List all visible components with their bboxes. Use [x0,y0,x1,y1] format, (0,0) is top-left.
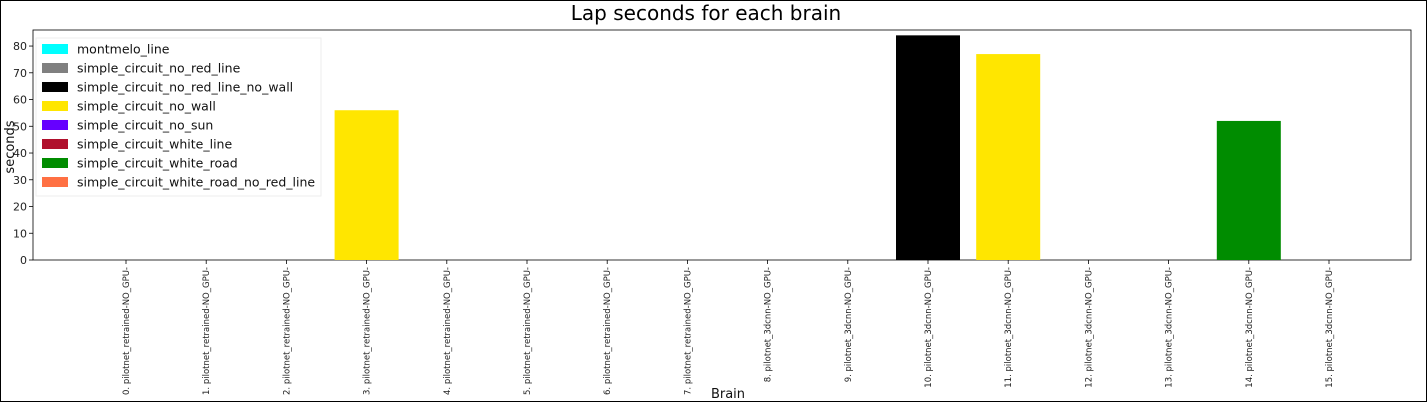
x-tick-label: 9. pilotnet_3dcnn-NO_GPU- [844,267,854,382]
legend: montmelo_line simple_circuit_no_red_lines… [35,37,322,197]
y-axis-label: seconds [3,120,18,173]
bar-simple_circuit_white_road-14 [1216,120,1281,260]
legend-label: simple_circuit_white_road [77,156,238,171]
legend-swatch [42,44,68,54]
x-tick-label: 10. pilotnet_3dcnn-NO_GPU- [924,267,934,388]
legend-swatch [42,82,68,92]
y-tick-label: 10 [13,227,27,240]
x-tick-label: 3. pilotnet_retrained-NO_GPU- [363,267,373,395]
x-tick-label: 14. pilotnet_3dcnn-NO_GPU- [1245,267,1255,388]
x-tick-label: 13. pilotnet_3dcnn-NO_GPU- [1165,267,1175,388]
x-tick-label: 0. pilotnet_retrained-NO_GPU- [122,267,132,395]
x-tick-label: 1. pilotnet_retrained-NO_GPU- [202,267,212,395]
x-axis-label: Brain [711,387,745,401]
legend-swatch [42,120,68,130]
bar-simple_circuit_no_wall-3 [334,110,399,260]
chart-title: Lap seconds for each brain [571,1,841,25]
legend-swatch [42,63,68,73]
bar-simple_circuit_no_wall-11 [976,54,1041,261]
x-tick-label: 15. pilotnet_3dcnn-NO_GPU- [1325,267,1335,388]
x-tick-label: 2. pilotnet_retrained-NO_GPU- [282,267,292,395]
legend-label: simple_circuit_no_sun [77,118,213,133]
x-tick-label: 12. pilotnet_3dcnn-NO_GPU- [1084,267,1094,388]
legend-label: simple_circuit_no_wall [77,99,216,114]
bar-simple_circuit_no_red_line_no_wall-10 [896,35,960,260]
y-tick-label: 40 [13,147,27,160]
legend-swatch [42,101,68,111]
x-axis: 0. pilotnet_retrained-NO_GPU- 1. pilotnet… [122,260,1335,395]
legend-box [35,37,322,197]
x-tick-label: 6. pilotnet_retrained-NO_GPU- [603,267,613,395]
y-axis: 0 10 20 30 40 50 60 70 80 [13,40,33,267]
y-tick-label: 50 [13,120,27,133]
bars [334,35,1281,261]
x-tick-label: 4. pilotnet_retrained-NO_GPU- [443,267,453,395]
legend-label: simple_circuit_white_line [77,137,232,152]
legend-label: simple_circuit_no_red_line [77,61,241,76]
y-tick-label: 70 [13,67,27,80]
plot-area [32,29,1412,261]
y-tick-label: 80 [13,40,27,53]
legend-label: simple_circuit_no_red_line_no_wall [77,80,293,95]
legend-swatch [42,177,68,187]
legend-swatch [42,139,68,149]
plot-frame [32,29,1412,261]
y-tick-label: 0 [20,254,27,267]
legend-label: simple_circuit_white_road_no_red_line [77,175,315,190]
y-tick-label: 20 [13,201,27,214]
x-tick-label: 11. pilotnet_3dcnn-NO_GPU- [1004,267,1014,388]
legend-label: montmelo_line [77,42,170,57]
x-tick-label: 8. pilotnet_3dcnn-NO_GPU- [764,267,774,382]
y-tick-label: 60 [13,94,27,107]
y-tick-label: 30 [13,174,27,187]
x-tick-label: 5. pilotnet_retrained-NO_GPU- [523,267,533,395]
legend-swatch [42,158,68,168]
x-tick-label: 7. pilotnet_retrained-NO_GPU- [683,267,693,395]
